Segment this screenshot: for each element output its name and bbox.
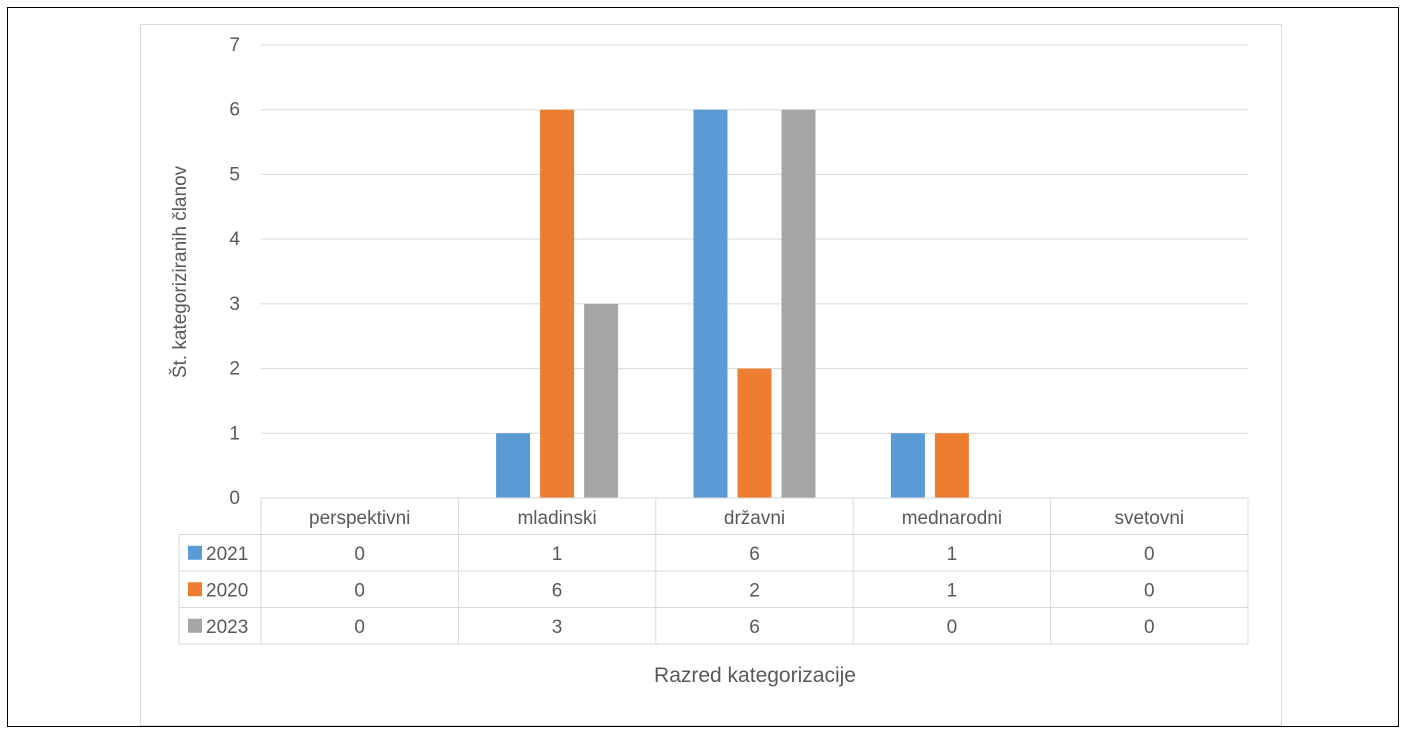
y-tick-label: 5 xyxy=(229,164,240,185)
data-table-value: 6 xyxy=(749,617,760,638)
data-table-value: 6 xyxy=(749,544,760,565)
data-table-value: 6 xyxy=(552,580,563,601)
x-category-label: mednarodni xyxy=(902,508,1002,529)
data-table-value: 1 xyxy=(552,544,563,565)
y-tick-label: 4 xyxy=(229,229,240,250)
data-table-value: 0 xyxy=(354,617,365,638)
data-table-value: 0 xyxy=(947,617,958,638)
data-table-value: 2 xyxy=(749,580,760,601)
y-tick-label: 1 xyxy=(229,423,240,444)
chart-area xyxy=(140,24,1282,726)
x-category-label: mladinski xyxy=(517,508,596,529)
x-category-label: državni xyxy=(724,508,785,529)
data-table-value: 0 xyxy=(354,580,365,601)
data-table: perspektivni mladinski državni mednarodni sv… xyxy=(178,497,1249,645)
bar xyxy=(781,109,816,498)
bar xyxy=(890,433,925,498)
legend-swatch xyxy=(188,545,202,560)
data-table-value: 1 xyxy=(947,544,958,565)
legend-entry: 2023 xyxy=(206,617,248,638)
bars xyxy=(496,109,969,498)
y-tick-label: 7 xyxy=(229,35,240,56)
bar xyxy=(540,109,575,498)
data-table-value: 3 xyxy=(552,617,563,638)
x-axis-label: Razred kategorizacije xyxy=(654,664,856,687)
y-tick-label: 2 xyxy=(229,359,240,380)
data-table-value: 0 xyxy=(1144,580,1155,601)
bar xyxy=(934,433,969,498)
y-tick-label: 3 xyxy=(229,294,240,315)
figure-frame xyxy=(7,7,1399,727)
data-table-value: 0 xyxy=(1144,544,1155,565)
x-category-label: svetovni xyxy=(1114,508,1184,529)
bar xyxy=(737,368,772,498)
y-axis: 0 1 2 3 4 5 6 7 xyxy=(229,35,240,509)
y-tick-label: 6 xyxy=(229,100,240,121)
legend-swatch xyxy=(188,582,202,597)
data-table-value: 0 xyxy=(354,544,365,565)
data-table-value: 0 xyxy=(1144,617,1155,638)
data-table-value: 1 xyxy=(947,580,958,601)
y-tick-label: 0 xyxy=(229,488,240,509)
y-axis-label: Št. kategoriziranih članov xyxy=(169,165,191,378)
legend-entry: 2020 xyxy=(206,580,248,601)
bar xyxy=(496,433,531,498)
x-category-label: perspektivni xyxy=(309,508,410,529)
bar xyxy=(693,109,728,498)
legend-swatch xyxy=(188,618,202,633)
bar xyxy=(584,303,619,498)
legend-entry: 2021 xyxy=(206,544,248,565)
